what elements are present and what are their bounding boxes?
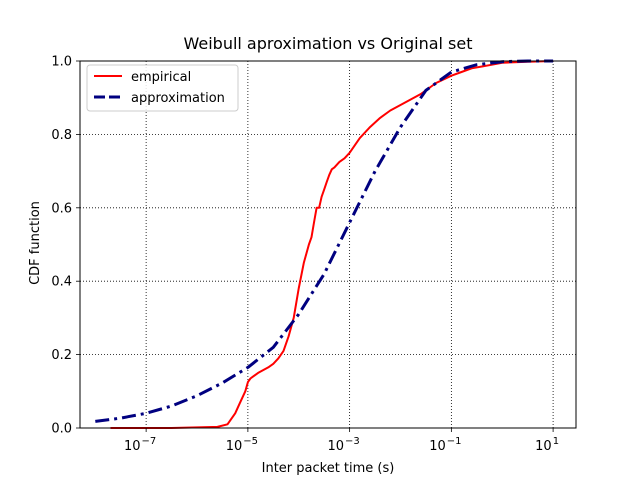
- x-axis-label: Inter packet time (s): [262, 461, 395, 476]
- y-axis-label: CDF function: [28, 201, 43, 285]
- y-tick-label: 0.8: [51, 128, 72, 143]
- x-tick-exponent: −5: [243, 436, 258, 447]
- series-line-approximation: [95, 59, 554, 423]
- y-tick-label: 0.0: [51, 422, 72, 437]
- legend-label-approximation: approximation: [131, 91, 225, 106]
- x-tick-exponent: −7: [142, 436, 157, 447]
- legend-box: [86, 64, 239, 112]
- series-line-empirical: [110, 60, 554, 429]
- x-tick-exponent: −3: [345, 436, 360, 447]
- legend-label-empirical: empirical: [131, 70, 191, 85]
- grid-lines: [80, 60, 576, 429]
- legend: empirical approximation: [86, 64, 239, 112]
- plot-frame: [79, 60, 577, 429]
- y-tick-label: 1.0: [51, 55, 72, 70]
- x-tick-exponent: 1: [553, 436, 559, 447]
- y-tick-label: 0.6: [51, 201, 72, 216]
- y-tick-label: 0.4: [51, 275, 72, 290]
- x-tick-exponent: −1: [447, 436, 462, 447]
- chart-title: Weibull aproximation vs Original set: [183, 34, 472, 53]
- y-tick-label: 0.2: [51, 348, 72, 363]
- series-group: [95, 59, 554, 429]
- y-axis-ticks: 0.0 0.2 0.4 0.6 0.8 1.0: [51, 55, 80, 437]
